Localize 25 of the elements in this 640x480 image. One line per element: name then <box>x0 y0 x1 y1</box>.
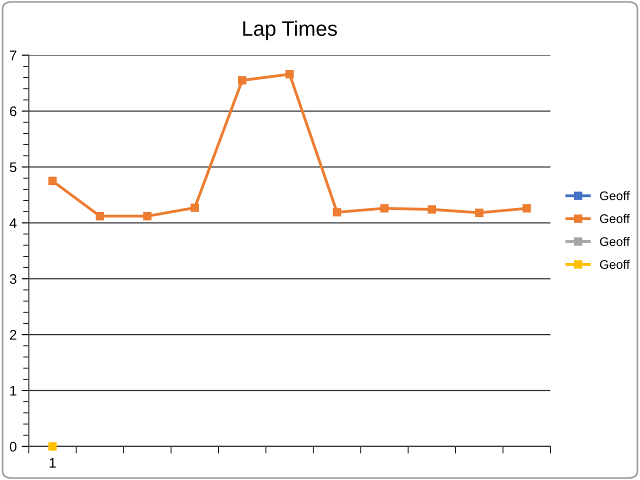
point <box>48 442 57 451</box>
y-tick-label: 6 <box>10 106 16 116</box>
point <box>48 176 57 186</box>
point <box>190 204 199 212</box>
y-tick-label: 4 <box>10 218 17 228</box>
y-tick-label: 5 <box>10 162 16 172</box>
point <box>143 212 152 220</box>
legend-label: Geoff <box>600 214 630 224</box>
point <box>380 204 389 212</box>
y-tick-label: 0 <box>10 442 16 452</box>
y-tick-label: 3 <box>10 274 16 284</box>
point <box>238 76 246 85</box>
y-tick-label: 7 <box>10 50 16 60</box>
point <box>285 70 294 78</box>
point <box>428 205 436 214</box>
y-tick-label: 1 <box>10 386 16 396</box>
point <box>332 208 342 216</box>
point <box>522 204 531 212</box>
y-tick-label: 2 <box>10 330 16 340</box>
chart-title: Lap Times <box>243 20 337 40</box>
legend-label: Geoff <box>600 236 630 246</box>
legend-label: Geoff <box>600 260 630 269</box>
point <box>475 208 484 217</box>
legend-label: Geoff <box>600 191 630 200</box>
point <box>96 212 104 220</box>
